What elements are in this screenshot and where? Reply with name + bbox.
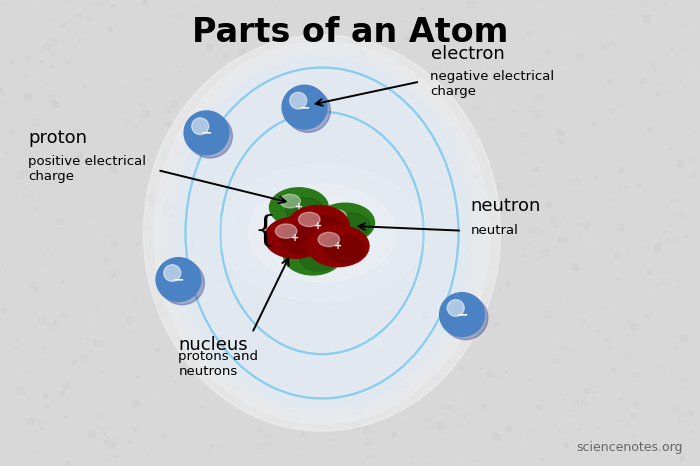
Text: proton: proton [28,129,87,147]
Ellipse shape [192,118,209,135]
Ellipse shape [156,258,201,302]
Ellipse shape [269,198,375,268]
Circle shape [280,194,300,208]
Text: Parts of an Atom: Parts of an Atom [192,16,508,49]
Circle shape [326,210,346,223]
Ellipse shape [188,114,232,158]
Text: charge: charge [28,170,74,183]
Circle shape [288,206,349,247]
Ellipse shape [164,51,480,415]
Text: sciencenotes.org: sciencenotes.org [576,441,682,454]
Text: +: + [314,221,323,231]
Circle shape [294,242,314,256]
Circle shape [286,198,324,223]
Ellipse shape [154,42,490,424]
Circle shape [284,236,342,275]
Text: electron: electron [430,45,504,63]
Circle shape [265,217,326,258]
Text: neutral: neutral [470,224,518,237]
Text: nucleus: nucleus [178,336,248,354]
Text: +: + [334,241,342,251]
Ellipse shape [160,261,204,305]
Ellipse shape [286,89,330,132]
Circle shape [324,236,364,262]
Ellipse shape [290,92,307,109]
Text: +: + [295,202,303,212]
Text: protons and: protons and [178,350,258,363]
Circle shape [298,212,320,226]
Text: −: − [173,273,184,287]
Circle shape [318,232,340,247]
Text: negative electrical: negative electrical [430,70,554,83]
Circle shape [275,224,297,238]
Ellipse shape [219,164,425,302]
Circle shape [307,226,369,267]
Ellipse shape [248,184,396,282]
Text: −: − [456,308,468,322]
Text: +: + [341,218,349,228]
Ellipse shape [282,85,327,129]
Ellipse shape [440,293,484,336]
Circle shape [316,203,374,242]
Ellipse shape [443,296,488,340]
Text: positive electrical: positive electrical [28,155,146,168]
Circle shape [270,188,328,227]
Text: −: − [299,100,310,114]
Ellipse shape [175,58,469,408]
Circle shape [300,246,338,271]
Text: neutrons: neutrons [178,365,238,378]
Circle shape [281,227,321,254]
Text: {: { [253,214,276,247]
Ellipse shape [284,207,360,259]
Ellipse shape [164,265,181,281]
Text: +: + [291,233,300,243]
Circle shape [332,213,370,239]
Text: +: + [309,250,317,260]
Ellipse shape [144,35,500,431]
Circle shape [304,216,344,242]
Text: neutron: neutron [470,197,541,215]
Ellipse shape [184,111,229,155]
Text: −: − [201,126,212,140]
Ellipse shape [447,300,464,316]
Text: charge: charge [430,85,477,98]
